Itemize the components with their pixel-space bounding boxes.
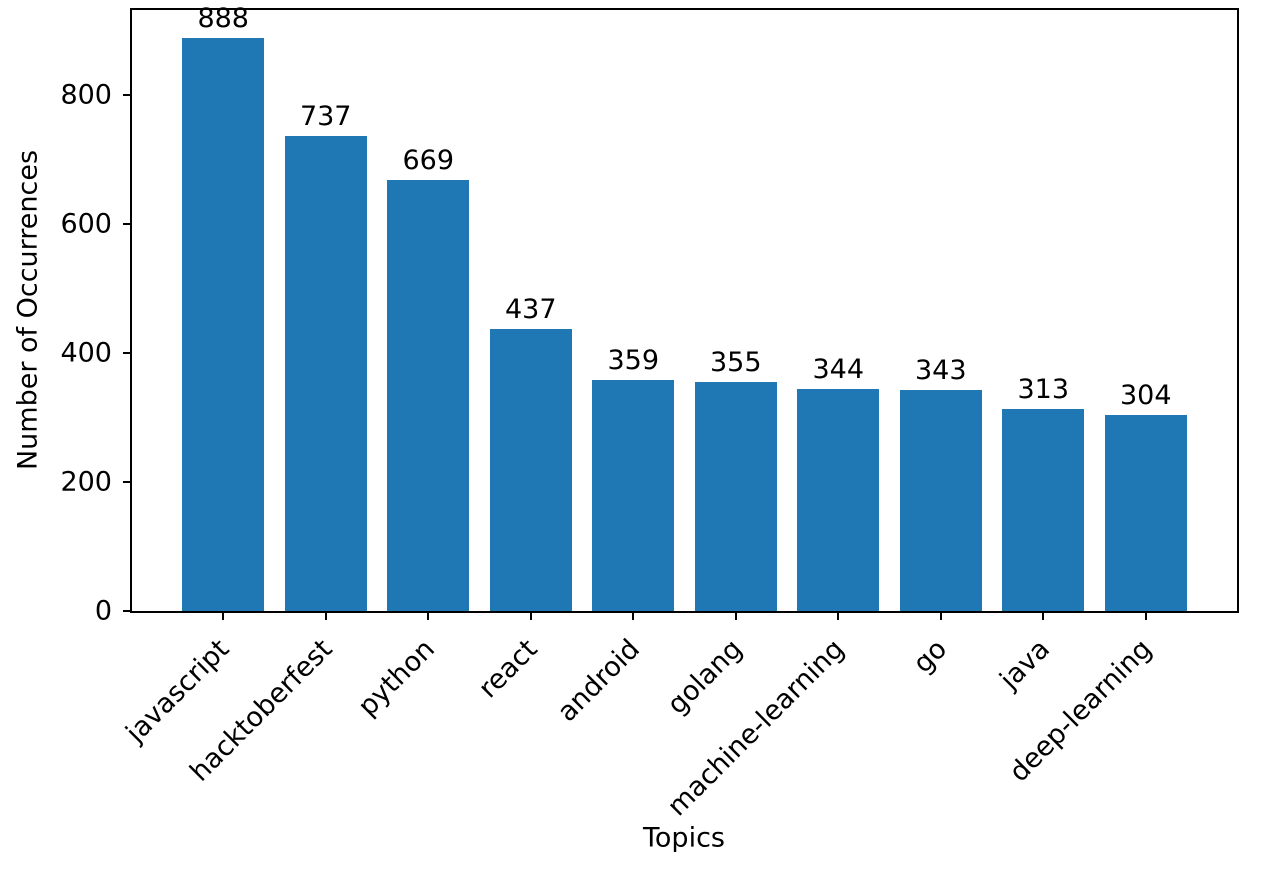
x-tick-label: android [551,633,646,728]
bar [489,329,572,611]
y-tick-label: 0 [94,595,112,627]
bar-value-label: 669 [402,144,455,176]
bar-value-label: 888 [197,3,249,35]
bar [797,389,880,611]
bar-value-label: 737 [299,100,352,132]
y-tick-mark [123,94,132,97]
y-tick-label: 400 [60,337,112,369]
bar-value-label: 343 [914,354,967,386]
bar [694,382,777,611]
y-tick-mark [123,610,132,612]
x-tick-mark [1144,611,1147,620]
bar [1002,409,1085,611]
x-tick-label: golang [661,633,749,721]
x-tick-label: java [993,633,1056,696]
x-tick-label: machine-learning [662,633,851,823]
y-tick-mark [123,223,132,226]
y-tick-label: 600 [60,208,112,240]
x-axis-label: Topics [643,822,725,854]
x-tick-mark [1042,611,1045,620]
plot-area: 0 200 400 600 800 888 javascript 737 hacktoberfe… [60,3,1239,822]
bar-value-label: 304 [1119,379,1172,411]
bar [182,38,265,611]
bar-value-label: 313 [1017,374,1070,406]
y-tick-label: 200 [60,466,112,498]
bar [1104,414,1187,611]
bar [899,389,982,611]
x-tick-mark [324,611,327,620]
x-tick-label: go [907,633,954,680]
y-tick-label: 800 [60,79,112,111]
bar-value-label: 437 [504,294,557,326]
x-tick-mark [222,611,225,620]
x-tick-mark [427,611,430,620]
bar-value-label: 344 [812,354,865,386]
x-tick-mark [632,611,635,620]
x-tick-label: python [352,633,441,723]
x-tick-mark [734,611,737,620]
bar [284,135,367,611]
bar [592,379,675,611]
bar [387,179,470,611]
x-tick-label: react [472,633,544,705]
x-tick-mark [837,611,840,620]
x-tick-label: javascript [120,633,236,749]
y-axis-label: Number of Occurrences [12,149,44,471]
bar-value-label: 359 [607,344,660,376]
bar-value-label: 355 [709,347,762,379]
y-tick-mark [123,481,132,484]
y-tick-mark [123,352,132,355]
x-tick-mark [529,611,532,620]
x-tick-mark [939,611,942,620]
